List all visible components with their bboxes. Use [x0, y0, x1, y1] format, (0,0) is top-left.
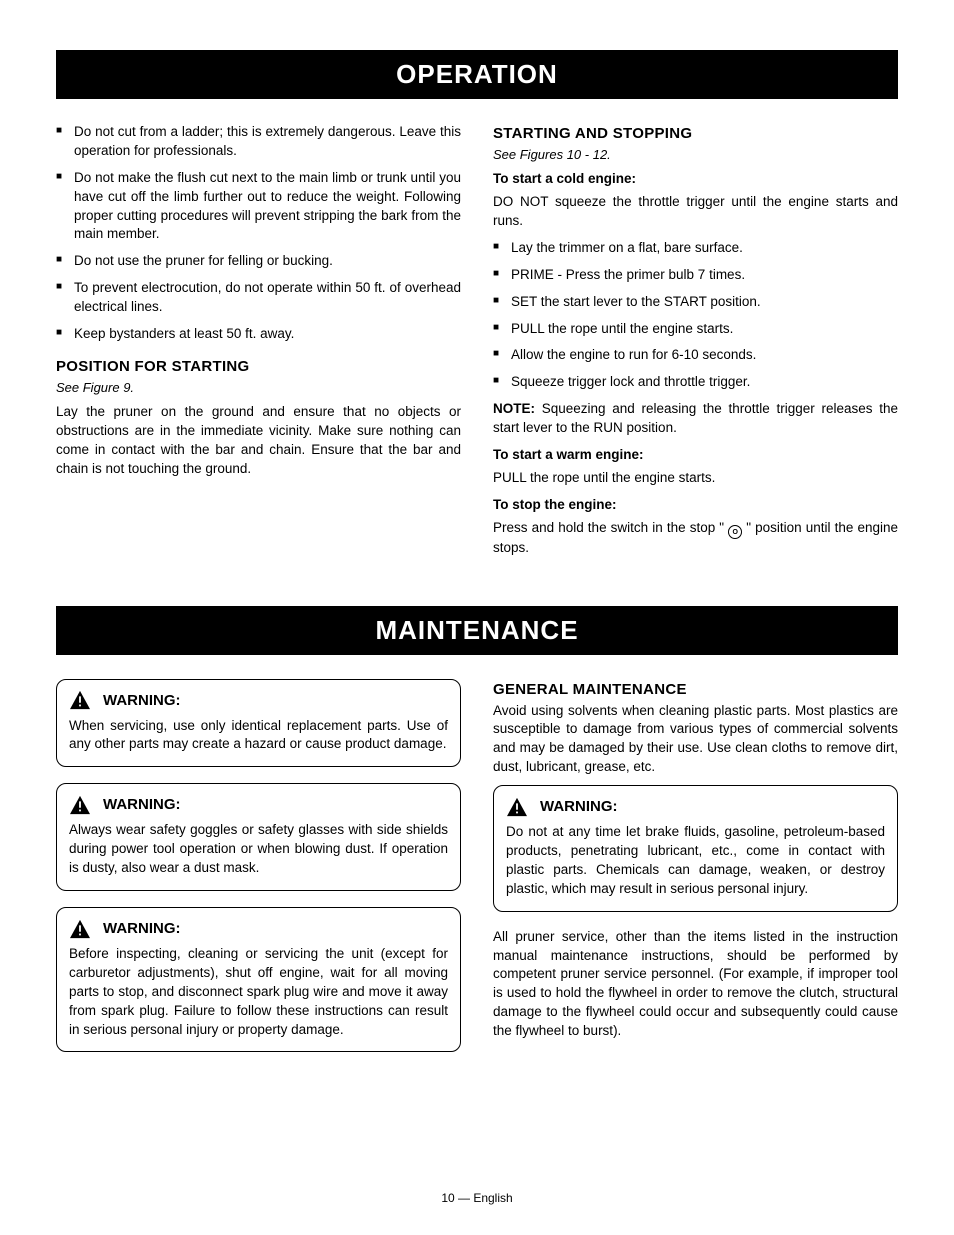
warning-header: WARNING: — [69, 918, 448, 939]
warning-header: WARNING: — [69, 794, 448, 815]
warning-text: Always wear safety goggles or safety gla… — [69, 821, 448, 878]
list-item: Do not make the flush cut next to the ma… — [56, 169, 461, 245]
cold-engine-list: Lay the trimmer on a flat, bare surface.… — [493, 239, 898, 392]
warning-box: WARNING: Before inspecting, cleaning or … — [56, 907, 461, 1052]
list-item: To prevent electrocution, do not operate… — [56, 279, 461, 317]
warning-box: WARNING: Do not at any time let brake fl… — [493, 785, 898, 912]
figure-caption: See Figure 9. — [56, 379, 461, 397]
maintenance-right-col: GENERAL MAINTENANCE Avoid using solvents… — [493, 679, 898, 1069]
operation-bullet-list: Do not cut from a ladder; this is extrem… — [56, 123, 461, 344]
list-item: Do not use the pruner for felling or buc… — [56, 252, 461, 271]
list-item: Lay the trimmer on a flat, bare surface. — [493, 239, 898, 258]
note-text: NOTE: Squeezing and releasing the thrott… — [493, 400, 898, 438]
general-maintenance-intro: Avoid using solvents when cleaning plast… — [493, 702, 898, 778]
page-footer: 10 — English — [0, 1191, 954, 1205]
position-paragraph: Lay the pruner on the ground and ensure … — [56, 403, 461, 479]
starting-heading: STARTING AND STOPPING — [493, 123, 898, 144]
maintenance-banner: MAINTENANCE — [56, 606, 898, 655]
figure-caption: See Figures 10 - 12. — [493, 146, 898, 164]
position-heading: POSITION FOR STARTING — [56, 356, 461, 377]
warning-header: WARNING: — [506, 796, 885, 817]
stop-engine-title: To stop the engine: — [493, 496, 898, 515]
operation-banner: OPERATION — [56, 50, 898, 99]
list-item: SET the start lever to the START positio… — [493, 293, 898, 312]
warning-icon — [69, 690, 91, 710]
stop-text-pre: Press and hold the switch in the stop " — [493, 520, 728, 535]
warning-icon — [69, 919, 91, 939]
note-body: Squeezing and releasing the throttle tri… — [493, 401, 898, 435]
warning-text: Do not at any time let brake fluids, gas… — [506, 823, 885, 899]
list-item: Allow the engine to run for 6-10 seconds… — [493, 346, 898, 365]
warning-title: WARNING: — [540, 796, 618, 817]
list-item: Do not cut from a ladder; this is extrem… — [56, 123, 461, 161]
maintenance-columns: WARNING: When servicing, use only identi… — [56, 679, 898, 1069]
warning-icon — [506, 797, 528, 817]
warning-title: WARNING: — [103, 794, 181, 815]
cold-engine-title: To start a cold engine: — [493, 170, 898, 189]
cold-engine-intro: DO NOT squeeze the throttle trigger unti… — [493, 193, 898, 231]
warning-title: WARNING: — [103, 918, 181, 939]
warm-engine-text: PULL the rope until the engine starts. — [493, 469, 898, 488]
general-maintenance-outro: All pruner service, other than the items… — [493, 928, 898, 1041]
maintenance-left-col: WARNING: When servicing, use only identi… — [56, 679, 461, 1069]
warning-header: WARNING: — [69, 690, 448, 711]
operation-left-col: Do not cut from a ladder; this is extrem… — [56, 123, 461, 566]
warm-engine-title: To start a warm engine: — [493, 446, 898, 465]
warning-text: When servicing, use only identical repla… — [69, 717, 448, 755]
stop-symbol-icon: O — [728, 525, 742, 539]
stop-engine-text: Press and hold the switch in the stop " … — [493, 519, 898, 558]
warning-box: WARNING: Always wear safety goggles or s… — [56, 783, 461, 891]
warning-icon — [69, 795, 91, 815]
list-item: Keep bystanders at least 50 ft. away. — [56, 325, 461, 344]
warning-title: WARNING: — [103, 690, 181, 711]
warning-box: WARNING: When servicing, use only identi… — [56, 679, 461, 768]
note-label: NOTE: — [493, 401, 535, 416]
list-item: Squeeze trigger lock and throttle trigge… — [493, 373, 898, 392]
general-maintenance-heading: GENERAL MAINTENANCE — [493, 679, 898, 700]
list-item: PULL the rope until the engine starts. — [493, 320, 898, 339]
list-item: PRIME - Press the primer bulb 7 times. — [493, 266, 898, 285]
operation-right-col: STARTING AND STOPPING See Figures 10 - 1… — [493, 123, 898, 566]
operation-columns: Do not cut from a ladder; this is extrem… — [56, 123, 898, 566]
warning-text: Before inspecting, cleaning or servicing… — [69, 945, 448, 1039]
